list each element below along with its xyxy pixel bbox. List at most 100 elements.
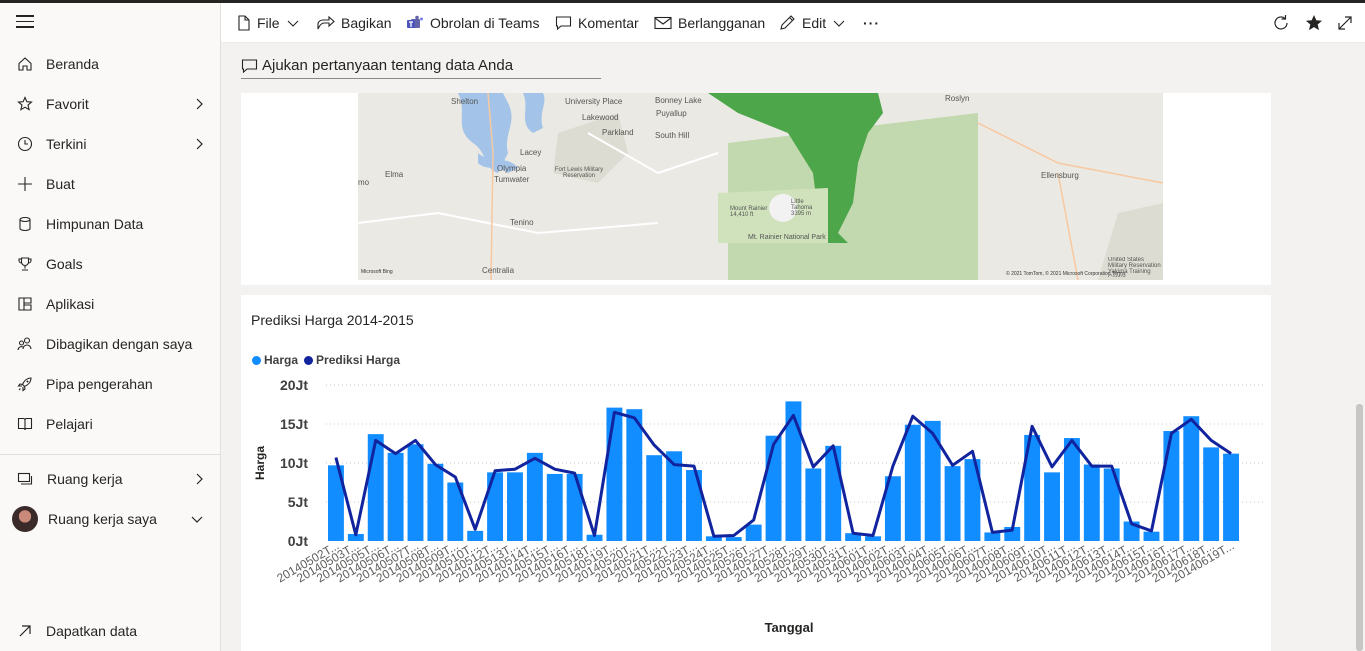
nav-item-deployment-pipelines[interactable]: Pipa pengerahan	[0, 364, 220, 404]
chevron-down-icon[interactable]	[190, 514, 204, 524]
y-tick-label: 10Jt	[280, 455, 308, 471]
qna-input[interactable]: Ajukan pertanyaan tentang data Anda	[241, 53, 601, 79]
bar	[1203, 447, 1220, 541]
map-label: Centralia	[482, 266, 515, 275]
teams-chat-button[interactable]: Obrolan di Teams	[406, 3, 539, 43]
chevron-right-icon[interactable]	[194, 472, 204, 486]
map-copyright[interactable]: © 2021 TomTom, © 2021 Microsoft Corporat…	[1006, 271, 1126, 277]
bar	[845, 533, 862, 541]
bar	[884, 476, 901, 541]
bar	[626, 409, 643, 541]
edit-label: Edit	[802, 15, 827, 31]
map-tile[interactable]: Shelton University Place Bonney Lake Ros…	[241, 93, 1271, 285]
nav-label: Beranda	[46, 56, 99, 72]
nav-label: Pipa pengerahan	[46, 376, 153, 392]
map-label: South Hill	[655, 131, 690, 140]
shared-people-icon	[16, 335, 34, 353]
avatar	[12, 506, 38, 532]
legend-marker	[252, 355, 261, 365]
command-bar: File Bagikan Obrolan di Teams Komentar B…	[221, 3, 1365, 43]
share-button[interactable]: Bagikan	[317, 3, 392, 43]
fullscreen-icon[interactable]	[1335, 13, 1355, 33]
book-icon	[16, 415, 34, 433]
bar	[407, 444, 424, 541]
nav-item-shared-with-me[interactable]: Dibagikan dengan saya	[0, 324, 220, 364]
map-label: Little Tahoma 3395 m	[791, 199, 813, 217]
bar	[1223, 453, 1240, 541]
nav-item-favorites[interactable]: Favorit	[0, 84, 220, 124]
speech-bubble-icon	[241, 58, 258, 73]
chart-tile[interactable]: 0Jt 5Jt 10Jt 15Jt 20Jt Harga Tanggal 20140502T.…	[241, 295, 1271, 651]
nav-item-get-data[interactable]: Dapatkan data	[0, 611, 220, 651]
nav-item-apps[interactable]: Aplikasi	[0, 284, 220, 324]
bar	[944, 466, 961, 541]
x-axis-title: Tanggal	[765, 620, 814, 635]
nav-item-datasets[interactable]: Himpunan Data	[0, 204, 220, 244]
vertical-scrollbar[interactable]	[1356, 404, 1363, 651]
bar	[805, 468, 822, 541]
teams-label: Obrolan di Teams	[430, 15, 540, 31]
map-label: Elma	[385, 170, 404, 179]
map-label: Parkland	[602, 128, 634, 137]
nav-item-workspaces[interactable]: Ruang kerja	[0, 459, 220, 499]
more-options-button[interactable]: ···	[863, 15, 880, 31]
nav-item-goals[interactable]: Goals	[0, 244, 220, 284]
map-label: Olympia	[497, 164, 527, 173]
chevron-right-icon[interactable]	[194, 137, 204, 151]
left-nav-pane: Beranda Favorit Terkini Buat Himpunan Da…	[0, 3, 221, 651]
bar	[785, 401, 802, 541]
bar	[507, 472, 523, 541]
map-label: Lacey	[520, 148, 542, 157]
bar	[546, 473, 563, 541]
bar	[1183, 416, 1200, 541]
legend-item-harga[interactable]: Harga	[252, 353, 298, 367]
window-top-border	[0, 0, 1365, 3]
share-label: Bagikan	[341, 15, 392, 31]
plus-icon	[16, 175, 34, 193]
nav-label: Aplikasi	[46, 296, 95, 312]
nav-item-recent[interactable]: Terkini	[0, 124, 220, 164]
nav-item-create[interactable]: Buat	[0, 164, 220, 204]
map-label: Fort Lewis Military Reservation	[554, 167, 604, 179]
bar	[865, 536, 881, 541]
prediction-line	[334, 410, 1232, 538]
hamburger-menu-icon[interactable]	[16, 15, 34, 31]
map-label: University Place	[565, 97, 623, 106]
legend-item-prediksi[interactable]: Prediksi Harga	[304, 353, 400, 367]
nav-label: Dapatkan data	[46, 623, 138, 639]
bar	[904, 424, 921, 541]
map-label: Mt. Rainier National Park	[748, 234, 826, 241]
nav-item-home[interactable]: Beranda	[0, 44, 220, 84]
chevron-right-icon[interactable]	[194, 97, 204, 111]
map-label: Tumwater	[494, 175, 530, 184]
map-visual[interactable]: Shelton University Place Bonney Lake Ros…	[358, 93, 1163, 280]
subscribe-button[interactable]: Berlangganan	[654, 3, 765, 43]
pencil-icon	[780, 15, 795, 30]
map-label: Lakewood	[582, 113, 619, 122]
bar	[1083, 464, 1100, 541]
map-label: Puyallup	[656, 109, 687, 118]
file-menu[interactable]: File	[237, 3, 306, 43]
mail-icon	[654, 16, 672, 30]
refresh-icon[interactable]	[1271, 13, 1291, 33]
bar	[447, 482, 464, 541]
nav-item-my-workspace[interactable]: Ruang kerja saya	[0, 499, 220, 539]
bar	[566, 473, 583, 541]
bar	[487, 472, 504, 541]
arrow-up-right-icon	[16, 622, 34, 640]
map-label: Mount Rainier 14,410 ft	[730, 206, 768, 218]
favorite-star-icon[interactable]	[1304, 13, 1324, 33]
apps-icon	[16, 295, 34, 313]
nav-label: Pelajari	[46, 416, 93, 432]
map-label: mo	[358, 178, 370, 187]
nav-label: Terkini	[46, 136, 87, 152]
nav-item-learn[interactable]: Pelajari	[0, 404, 220, 444]
home-icon	[16, 55, 34, 73]
map-label: Roslyn	[945, 94, 970, 103]
comment-button[interactable]: Komentar	[555, 3, 639, 43]
nav-label: Favorit	[46, 96, 89, 112]
chevron-down-icon	[287, 20, 298, 27]
chart-title: Prediksi Harga 2014-2015	[251, 312, 414, 328]
edit-menu[interactable]: Edit	[779, 3, 852, 43]
bar	[387, 452, 404, 541]
